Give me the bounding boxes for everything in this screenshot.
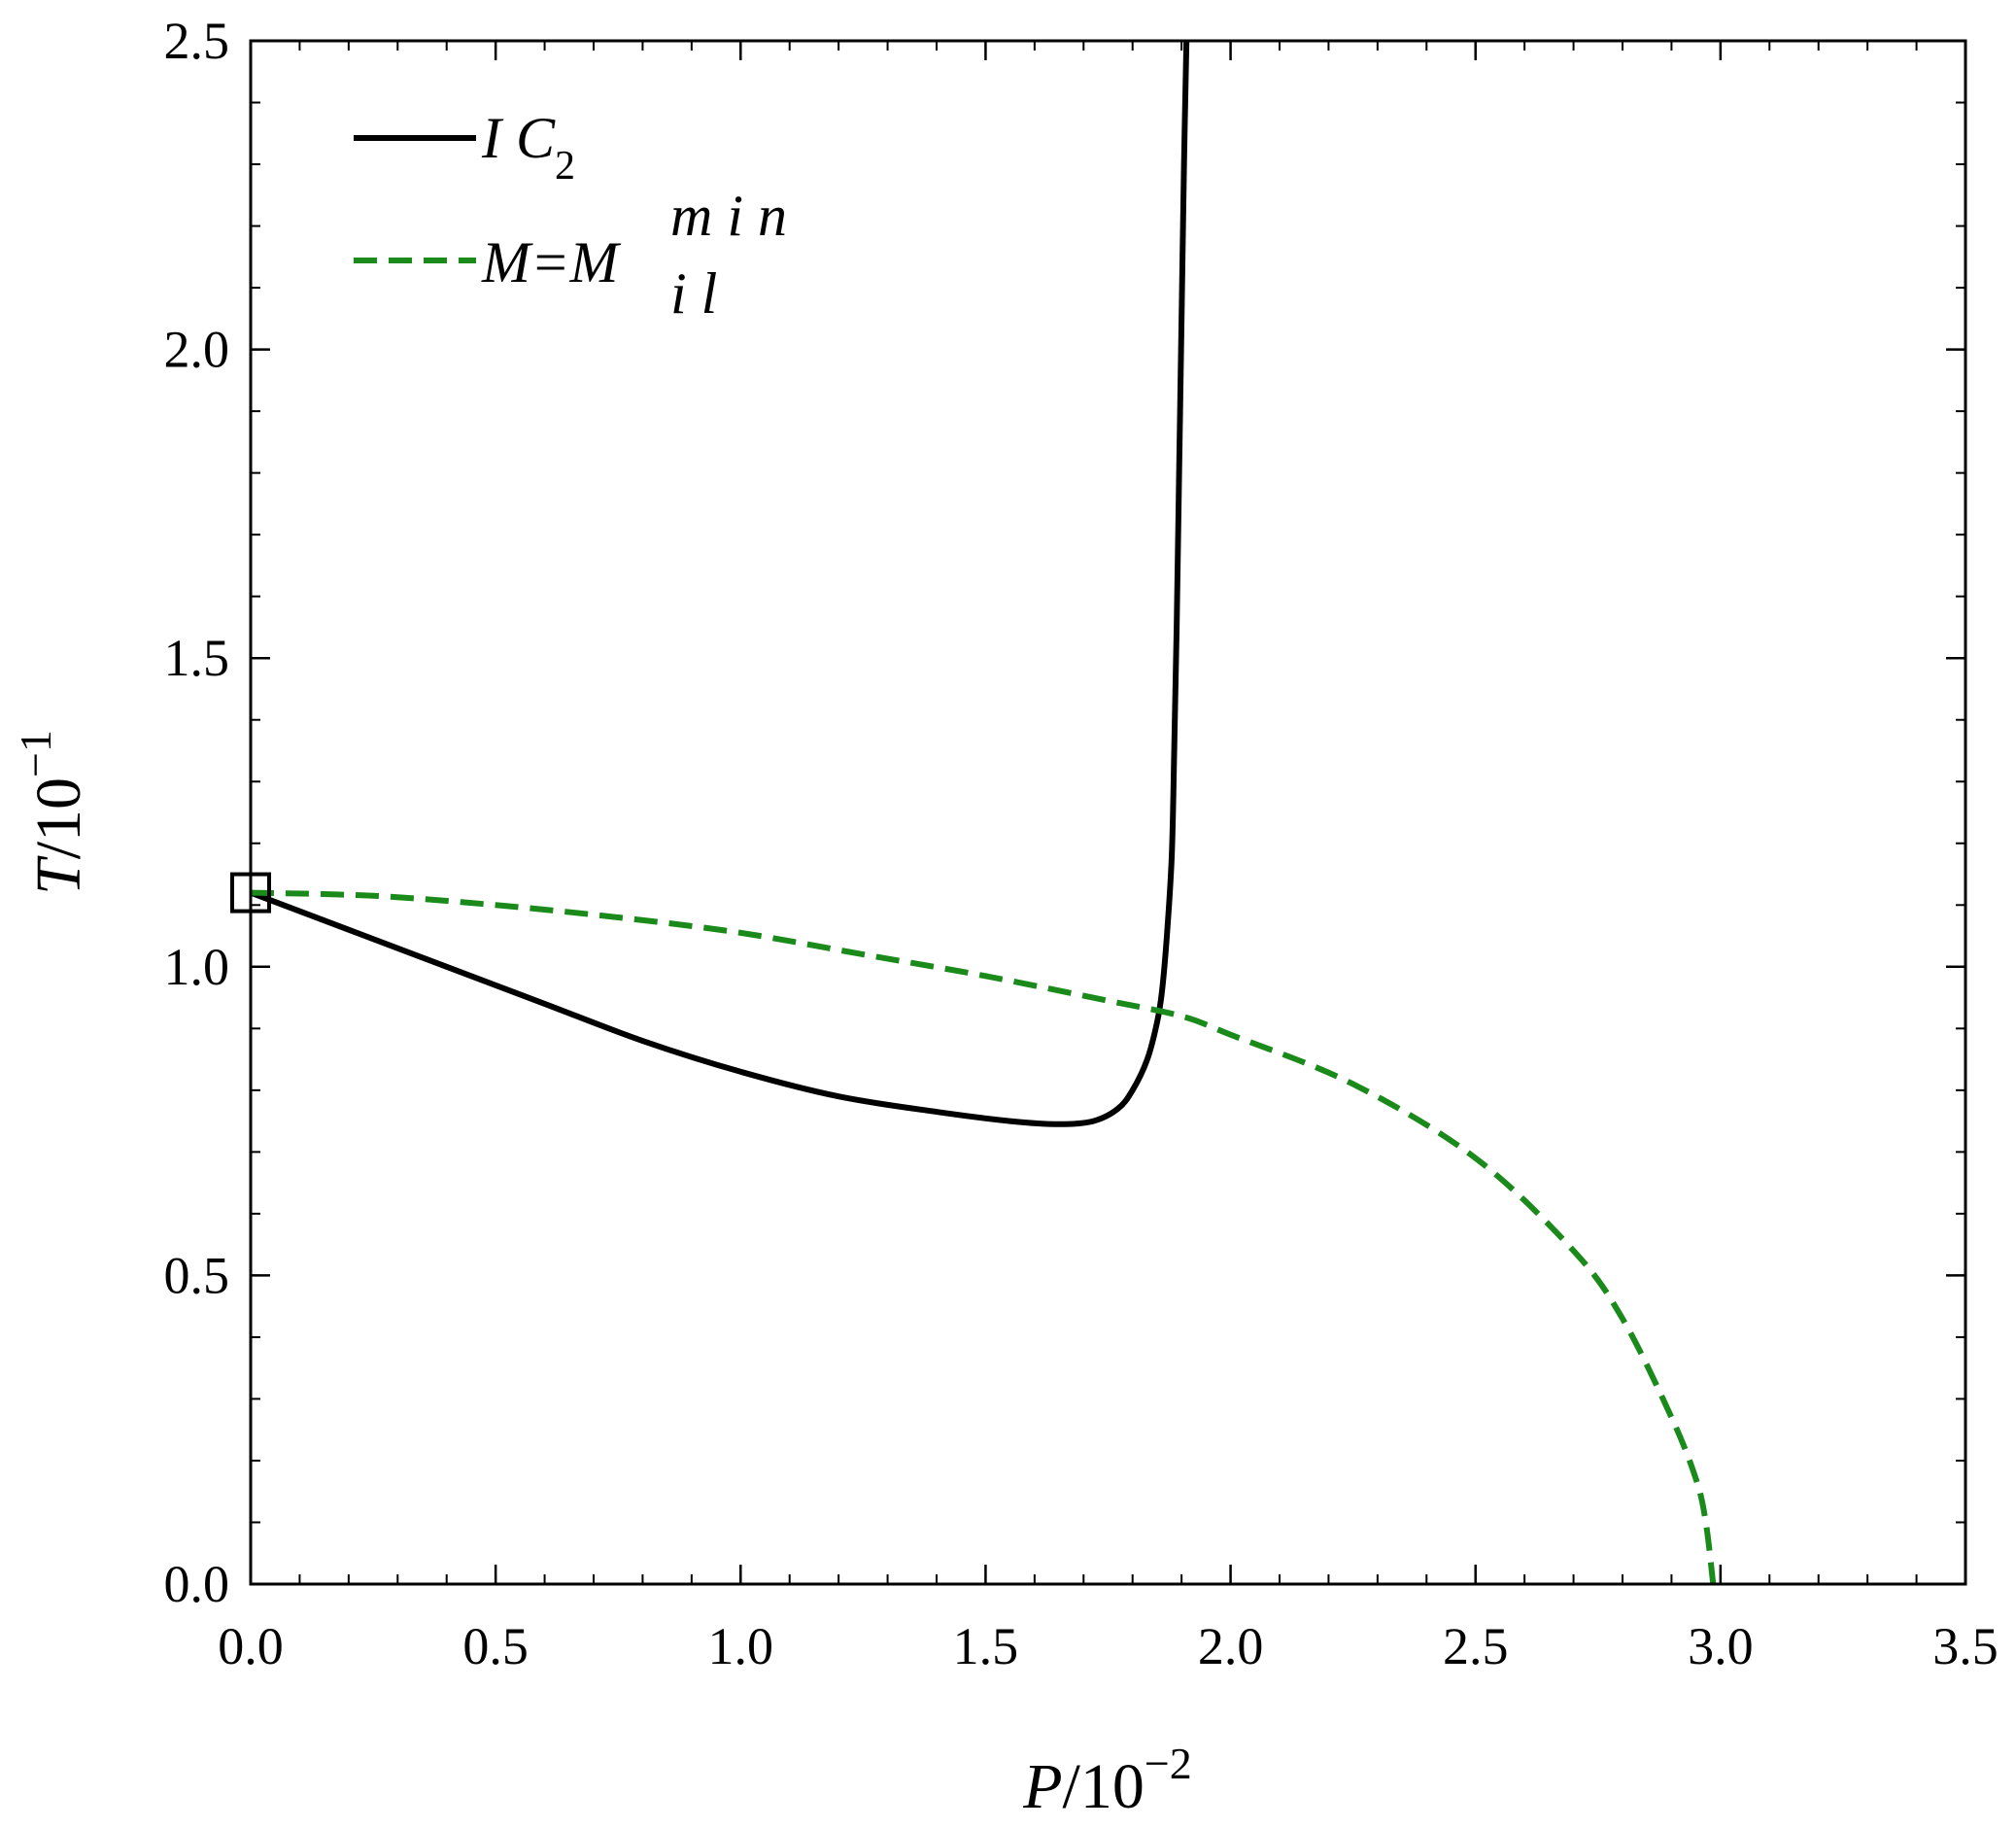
y-axis-sep: /10 [23,777,94,859]
y-tick-label: 2.5 [164,12,230,70]
y-axis-title: T/10−1 [11,730,94,895]
x-axis-var: P [1022,1751,1062,1822]
y-tick-label: 0.5 [164,1246,230,1304]
x-axis-title: P/10−2 [1022,1739,1192,1822]
x-tick-label: 2.5 [1443,1617,1509,1675]
x-tick-label: 0.5 [462,1617,529,1675]
y-tick-labels: 0.0 0.5 1.0 1.5 2.0 2.5 [164,12,230,1613]
x-tick-label: 1.5 [953,1617,1019,1675]
x-axis-sep: /10 [1063,1751,1145,1822]
x-tick-label: 1.0 [708,1617,774,1675]
series-line-ic2 [249,40,1190,1127]
x-tick-labels: 0.0 0.5 1.0 1.5 2.0 2.5 3.0 3.5 [218,1617,1999,1675]
y-tick-label: 2.0 [164,321,230,379]
y-tick-label: 1.0 [164,938,230,996]
series-layer [249,40,1717,1585]
y-tick-label: 1.5 [164,629,230,687]
x-tick-label: 3.0 [1688,1617,1754,1675]
legend: I C2 M=M m i n i l [354,106,787,326]
y-axis-exp: −1 [11,730,60,777]
legend-ic2-main: I C [481,106,556,170]
x-tick-label: 0.0 [218,1617,284,1675]
x-tick-label: 2.0 [1198,1617,1264,1675]
plot-frame [249,39,1967,1586]
legend-label-mmin-sub: i l [670,261,717,326]
series-line-mmin [250,889,1717,1585]
y-tick-label: 0.0 [164,1555,230,1613]
y-axis-var: T [23,855,94,895]
legend-ic2-sub: 2 [555,144,575,189]
x-tick-label: 3.5 [1932,1617,1999,1675]
legend-label-mmin-main: M=M [481,230,621,294]
legend-label-ic2: I C2 [481,106,575,189]
x-axis-exp: −2 [1145,1739,1192,1788]
legend-label-mmin-sup: m i n [670,184,787,248]
